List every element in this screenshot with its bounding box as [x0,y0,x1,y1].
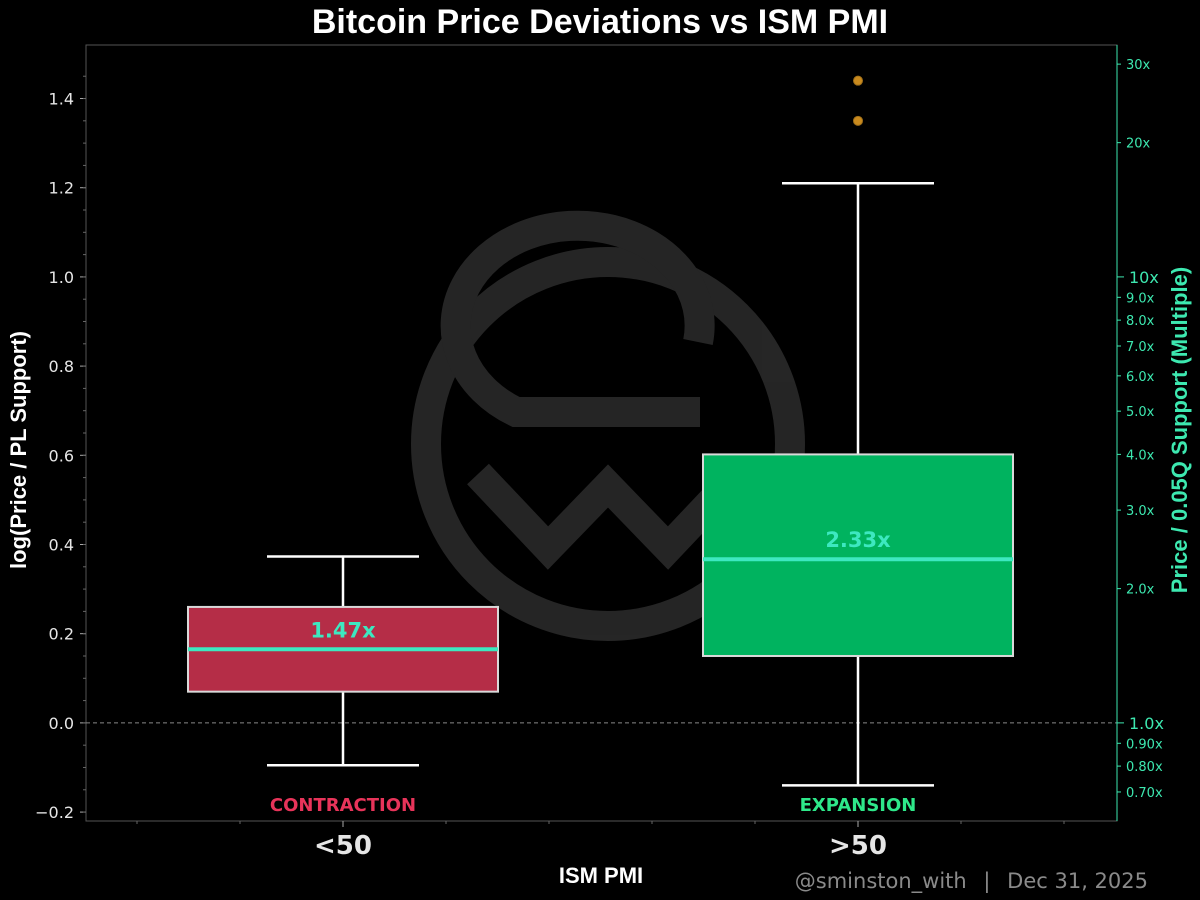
median-label: 2.33x [825,528,891,552]
right-tick-label: 2.0x [1126,583,1155,598]
y-tick-label: −0.2 [35,803,74,822]
y-tick-label: 0.8 [49,357,74,376]
y-axis-label: log(Price / PL Support) [6,331,31,569]
right-tick-label: 5.0x [1126,405,1155,420]
y-tick-label: 0.0 [49,714,74,733]
right-tick-label: 10x [1129,268,1159,287]
outlier-point [853,75,863,86]
right-tick-label: 0.70x [1126,786,1163,801]
right-tick-label: 4.0x [1126,448,1155,463]
footer-credit: @sminston_with | Dec 31, 2025 [795,869,1148,894]
median-label: 1.47x [310,618,376,642]
bottom-axis: <50 >50 [136,821,1065,861]
x-axis-label: ISM PMI [559,863,643,888]
right-tick-label: 30x [1126,58,1151,73]
outlier-point [853,115,863,126]
right-tick-label: 0.90x [1126,737,1163,752]
sw-logo-icon [411,210,805,641]
right-tick-label: 9.0x [1126,291,1155,306]
chart-title: Bitcoin Price Deviations vs ISM PMI [312,3,888,41]
y-tick-label: 1.0 [49,268,74,287]
right-axis: 0.70x 0.80x 0.90x 1.0x 2.0x 3.0x 4.0x 5.0x 6.0x 7… [1116,45,1164,821]
footer-date: Dec 31, 2025 [1007,869,1148,893]
left-axis: −0.2 0.0 0.2 0.4 0.6 0.8 1.0 1.2 1.4 [35,75,86,822]
right-tick-label: 8.0x [1126,314,1155,329]
right-tick-label: 3.0x [1126,504,1155,519]
plot-frame [85,44,1118,822]
x-tick-label: >50 [829,831,887,861]
y-tick-label: 1.2 [49,179,74,198]
footer-handle: @sminston_with [795,869,967,894]
right-tick-label: 1.0x [1129,714,1164,733]
right-tick-label: 7.0x [1126,340,1155,355]
right-tick-label: 20x [1126,137,1151,152]
y-tick-label: 1.4 [49,90,74,109]
y-tick-label: 0.6 [49,446,74,465]
y-axis-right-label: Price / 0.05Q Support (Multiple) [1167,267,1192,593]
regime-label: CONTRACTION [270,795,416,816]
iqr-box [702,453,1014,657]
right-tick-label: 0.80x [1126,760,1163,775]
box-expansion: 2.33x EXPANSION [702,75,1014,816]
x-tick-label: <50 [314,831,372,861]
y-tick-label: 0.2 [49,625,74,644]
footer-separator: | [983,869,990,894]
box-contraction: 1.47x CONTRACTION [187,555,499,816]
boxplots: 1.47x CONTRACTION 2.33x EXPANSION [187,75,1014,816]
y-tick-label: 0.4 [49,535,74,554]
regime-label: EXPANSION [800,795,917,816]
right-tick-label: 6.0x [1126,370,1155,385]
